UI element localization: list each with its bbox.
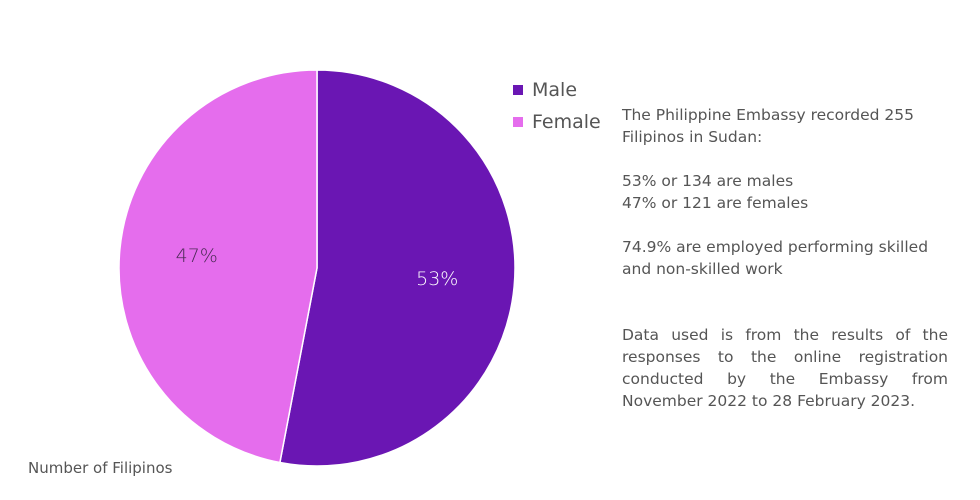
slice-label-female: 47% — [176, 245, 218, 267]
note-males: 53% or 134 are males — [622, 172, 794, 190]
legend: Male Female — [513, 74, 601, 138]
slice-label-male: 53% — [416, 268, 458, 290]
legend-swatch-male — [513, 85, 523, 95]
pie-slice-male[interactable] — [279, 69, 516, 467]
legend-label-female: Female — [532, 111, 601, 133]
pie-chart: 53% 47% — [118, 69, 516, 467]
legend-item-male[interactable]: Male — [513, 74, 601, 106]
pie-slice-female[interactable] — [118, 69, 318, 464]
legend-label-male: Male — [532, 79, 578, 101]
legend-item-female[interactable]: Female — [513, 106, 601, 138]
note-data-source: Data used is from the results of the res… — [622, 326, 948, 410]
note-employment: 74.9% are employed performing skilled an… — [622, 238, 929, 278]
note-females: 47% or 121 are females — [622, 194, 809, 212]
legend-swatch-female — [513, 117, 523, 127]
chart-caption: Number of Filipinos — [28, 459, 173, 477]
note-total: The Philippine Embassy recorded 255 Fili… — [622, 106, 914, 146]
notes-panel: The Philippine Embassy recorded 255 Fili… — [622, 104, 948, 412]
